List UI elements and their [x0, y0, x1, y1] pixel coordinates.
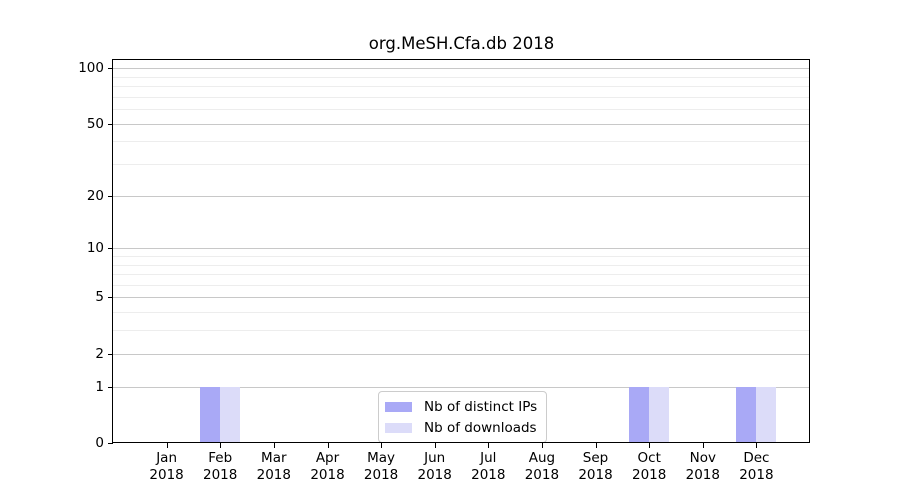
x-tick-label: Feb 2018	[188, 450, 252, 484]
x-tick-mark	[220, 443, 222, 448]
x-tick-year: 2018	[149, 467, 184, 483]
x-tick-mark	[166, 443, 168, 448]
y-gridline-minor	[113, 312, 810, 314]
x-tick-year: 2018	[363, 467, 399, 483]
x-tick-year: 2018	[632, 467, 667, 483]
chart-title: org.MeSH.Cfa.db 2018	[368, 34, 555, 53]
y-gridline-minor	[113, 109, 810, 110]
y-gridline-major	[113, 297, 810, 299]
legend-row-downloads: Nb of downloads	[385, 417, 537, 438]
x-tick-mark	[488, 443, 490, 448]
y-tick-mark	[108, 353, 113, 355]
x-tick-label: Jul 2018	[456, 450, 520, 484]
y-tick-label: 100	[78, 60, 104, 76]
legend-swatch-downloads	[385, 422, 412, 433]
y-tick-mark	[108, 443, 113, 444]
y-tick-label: 20	[86, 187, 104, 204]
y-gridline-minor	[113, 85, 810, 87]
y-tick-label: 0	[95, 435, 104, 451]
x-tick-mark	[756, 443, 758, 448]
x-tick-year: 2018	[524, 467, 560, 483]
y-gridline-major	[113, 195, 810, 197]
bar-downloads	[649, 386, 670, 443]
y-tick-mark	[108, 195, 113, 197]
y-tick-label: 10	[86, 240, 104, 257]
bar-distinct-ips	[736, 386, 757, 443]
bar-distinct-ips	[629, 386, 650, 443]
x-tick-year: 2018	[256, 467, 291, 483]
x-tick-year: 2018	[417, 467, 452, 483]
y-gridline-minor	[113, 141, 810, 143]
x-tick-mark	[595, 443, 597, 448]
x-tick-year: 2018	[578, 467, 613, 483]
x-tick-label: Apr 2018	[296, 450, 360, 484]
y-gridline-major	[113, 248, 810, 250]
y-gridline-major	[113, 353, 810, 355]
x-tick-label: Aug 2018	[510, 450, 574, 484]
x-tick-label: Dec 2018	[724, 450, 788, 484]
x-tick-mark	[702, 443, 704, 448]
y-gridline-minor	[113, 330, 810, 332]
legend-label-distinct-ips: Nb of distinct IPs	[424, 398, 538, 415]
plot-area	[113, 60, 810, 443]
y-gridline-minor	[113, 274, 810, 275]
x-tick-mark	[327, 443, 329, 448]
x-tick-mark	[541, 443, 543, 448]
y-tick-mark	[108, 248, 113, 250]
y-tick-mark	[108, 123, 113, 125]
x-tick-year: 2018	[203, 467, 238, 483]
x-tick-label: Jun 2018	[403, 450, 467, 484]
x-tick-year: 2018	[471, 467, 506, 483]
y-gridline-major	[113, 123, 810, 125]
x-tick-year: 2018	[739, 467, 774, 483]
x-tick-label: Oct 2018	[617, 450, 681, 484]
y-gridline-minor	[113, 96, 810, 98]
x-tick-mark	[434, 443, 436, 448]
y-gridline-minor	[113, 76, 810, 78]
y-gridline-minor	[113, 284, 810, 286]
y-tick-mark	[108, 68, 113, 69]
y-tick-mark	[108, 297, 113, 299]
legend: Nb of distinct IPs Nb of downloads	[378, 391, 548, 443]
legend-label-downloads: Nb of downloads	[424, 419, 537, 436]
y-tick-label: 5	[95, 289, 104, 306]
x-tick-label: May 2018	[349, 450, 413, 484]
bar-downloads	[220, 386, 241, 443]
x-tick-mark	[381, 443, 383, 448]
x-tick-label: Nov 2018	[671, 450, 735, 484]
y-gridline-major	[113, 68, 810, 69]
y-tick-label: 1	[95, 378, 104, 395]
bar-downloads	[756, 386, 777, 443]
y-gridline-minor	[113, 164, 810, 165]
x-tick-mark	[273, 443, 275, 448]
legend-swatch-distinct-ips	[385, 401, 412, 412]
bar-distinct-ips	[200, 386, 221, 443]
x-tick-label: Sep 2018	[564, 450, 628, 484]
y-tick-label: 50	[86, 115, 104, 132]
y-gridline-minor	[113, 264, 810, 266]
y-gridline-minor	[113, 255, 810, 257]
y-tick-mark	[108, 386, 113, 388]
x-tick-year: 2018	[310, 467, 345, 483]
x-tick-label: Jan 2018	[135, 450, 199, 484]
x-tick-mark	[649, 443, 651, 448]
x-tick-year: 2018	[685, 467, 720, 483]
legend-row-distinct-ips: Nb of distinct IPs	[385, 396, 537, 417]
y-tick-label: 2	[95, 345, 104, 362]
y-gridline-major	[113, 386, 810, 388]
x-tick-label: Mar 2018	[242, 450, 306, 484]
